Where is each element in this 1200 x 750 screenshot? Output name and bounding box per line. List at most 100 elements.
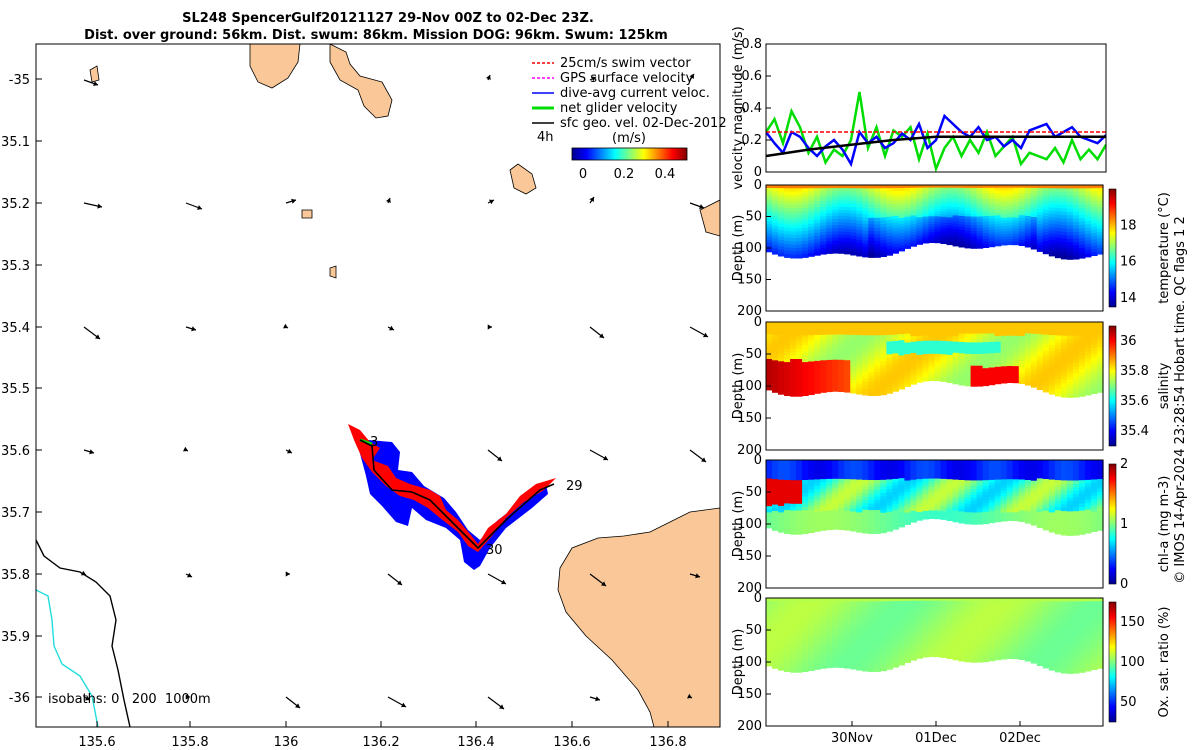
section-cell [964, 222, 972, 226]
section-cell [826, 523, 833, 527]
section-cell [1000, 198, 1008, 202]
section-cell [1018, 338, 1026, 343]
section-cell [1066, 252, 1074, 257]
section-cell [994, 196, 1002, 200]
section-cell [1000, 330, 1008, 334]
section-cell [928, 653, 936, 657]
section-cell [940, 232, 948, 236]
section-cell [814, 197, 821, 202]
section-cell [1030, 507, 1038, 511]
section-cell [1072, 524, 1080, 529]
section-cell [802, 362, 809, 366]
section-cell [1024, 485, 1032, 490]
section-cell [952, 207, 960, 211]
section-cell [886, 620, 893, 625]
section-cell [934, 356, 942, 360]
section-cell [766, 377, 773, 382]
section-cell [1097, 376, 1104, 380]
section-cell [874, 664, 881, 669]
land-island-east [509, 163, 537, 195]
section-cell [964, 650, 972, 654]
section-cell [778, 604, 785, 609]
section-cell [826, 494, 833, 499]
section-cell [856, 476, 863, 481]
section-cell [1018, 600, 1026, 605]
section-cell [1048, 390, 1056, 395]
section-cell [886, 191, 893, 196]
section-cell [814, 604, 821, 609]
section-cell [1024, 322, 1032, 326]
section-cell [934, 359, 942, 363]
section-cell [1024, 460, 1032, 464]
section-cell [784, 214, 791, 219]
section-cell [772, 469, 779, 474]
section-cell [1006, 335, 1014, 339]
section-cell [832, 613, 839, 618]
section-cell [790, 211, 797, 216]
section-cell [964, 653, 972, 657]
section-cell [910, 198, 917, 203]
section-cell [982, 233, 990, 237]
section-cell [1030, 471, 1038, 476]
section-cell [808, 358, 815, 363]
section-cell [826, 507, 833, 512]
section-cell [1097, 344, 1104, 349]
section-cell [1072, 352, 1080, 357]
section-cell [814, 239, 821, 243]
section-cell [1048, 325, 1056, 330]
section-cell [874, 658, 881, 662]
section-cell [940, 606, 948, 610]
section-cell [940, 476, 948, 480]
section-cell [916, 465, 923, 469]
section-cell [1066, 346, 1074, 350]
section-cell [970, 359, 978, 364]
section-cell [826, 347, 833, 351]
section-cell [1078, 241, 1086, 246]
section-cell [802, 214, 809, 219]
section-cell [1048, 634, 1056, 638]
section-cell [994, 462, 1002, 467]
section-cell [1097, 366, 1104, 371]
section-cell [1054, 237, 1062, 242]
section-cell [1030, 211, 1038, 215]
section-cell [928, 237, 936, 241]
section-cell [1042, 385, 1050, 390]
section-cell [958, 485, 966, 490]
section-cell [1072, 208, 1080, 213]
section-cell [982, 649, 990, 654]
section-cell [844, 510, 851, 515]
section-cell [778, 348, 785, 353]
section-cell [970, 477, 978, 481]
section-cell [1091, 518, 1098, 523]
section-cell [976, 471, 984, 476]
section-cell [928, 335, 936, 339]
section-cell [766, 635, 773, 639]
section-cell [1066, 245, 1074, 250]
section-cell [1012, 509, 1020, 513]
section-cell [976, 383, 984, 387]
section-cell [898, 370, 905, 375]
section-cell [904, 512, 911, 517]
section-cell [1036, 194, 1044, 198]
section-cell [1060, 460, 1068, 464]
section-cell [982, 224, 990, 229]
section-cell [1060, 339, 1068, 343]
section-cell [766, 185, 773, 189]
section-cell [772, 598, 779, 602]
section-cell [958, 606, 966, 611]
section-cell [868, 506, 875, 511]
section-cell [790, 483, 797, 488]
section-cell [916, 484, 923, 488]
section-cell [1060, 608, 1068, 613]
section-cell [802, 332, 809, 336]
section-cell [808, 496, 815, 501]
section-cell [988, 232, 996, 236]
section-cell [790, 231, 797, 236]
section-cell [826, 216, 833, 220]
section-cell [1000, 349, 1008, 354]
section-cell [988, 224, 996, 228]
section-cell [826, 244, 833, 248]
section-cell [838, 466, 845, 471]
section-cell [928, 226, 936, 230]
section-cell [778, 322, 785, 326]
